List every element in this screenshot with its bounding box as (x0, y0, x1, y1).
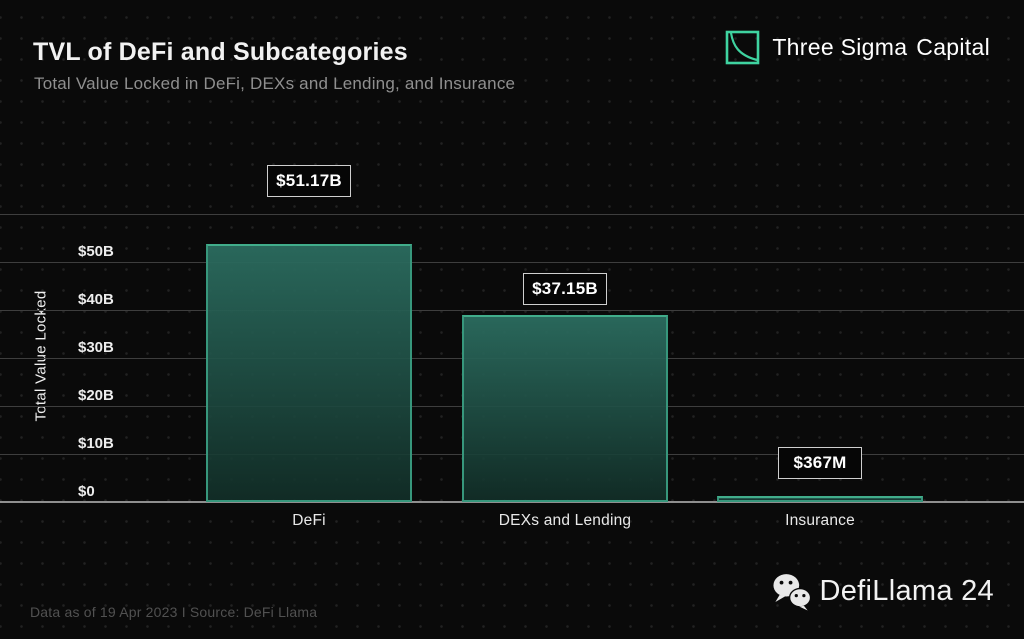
y-tick-label: $0 (78, 483, 95, 500)
value-label: $367M (778, 447, 862, 479)
x-axis-line (0, 501, 1024, 503)
bar-insurance (717, 496, 923, 502)
source-note: Data as of 19 Apr 2023 I Source: DeFi Ll… (30, 604, 318, 620)
gridline (0, 262, 1024, 263)
value-label: $51.17B (267, 165, 351, 197)
value-label: $37.15B (523, 273, 607, 305)
bar-defi (206, 244, 412, 502)
three-sigma-logo-icon (726, 30, 760, 65)
page-subtitle: Total Value Locked in DeFi, DEXs and Len… (34, 74, 516, 93)
y-tick-label: $50B (78, 243, 114, 260)
watermark-text: DefiLlama 24 (819, 575, 994, 607)
y-tick-label: $30B (78, 339, 114, 356)
y-tick-label: $10B (78, 435, 114, 452)
page-title: TVL of DeFi and Subcategories (33, 38, 408, 66)
watermark: DefiLlama 24 (771, 572, 994, 611)
brand-logo: Three Sigma Capital (725, 30, 990, 65)
brand-name-primary: Three Sigma (772, 34, 908, 60)
bar-dexs-and-lending (462, 315, 668, 502)
y-tick-label: $40B (78, 291, 114, 308)
category-label: DEXs and Lending (498, 512, 632, 529)
brand-name: Three Sigma Capital (772, 34, 990, 61)
gridline (0, 214, 1024, 215)
gridline (0, 310, 1024, 311)
brand-name-accent: Capital (916, 34, 990, 60)
category-label: Insurance (785, 512, 855, 529)
wechat-icon (772, 574, 811, 611)
y-tick-label: $20B (78, 387, 114, 404)
category-label: DeFi (292, 512, 326, 529)
